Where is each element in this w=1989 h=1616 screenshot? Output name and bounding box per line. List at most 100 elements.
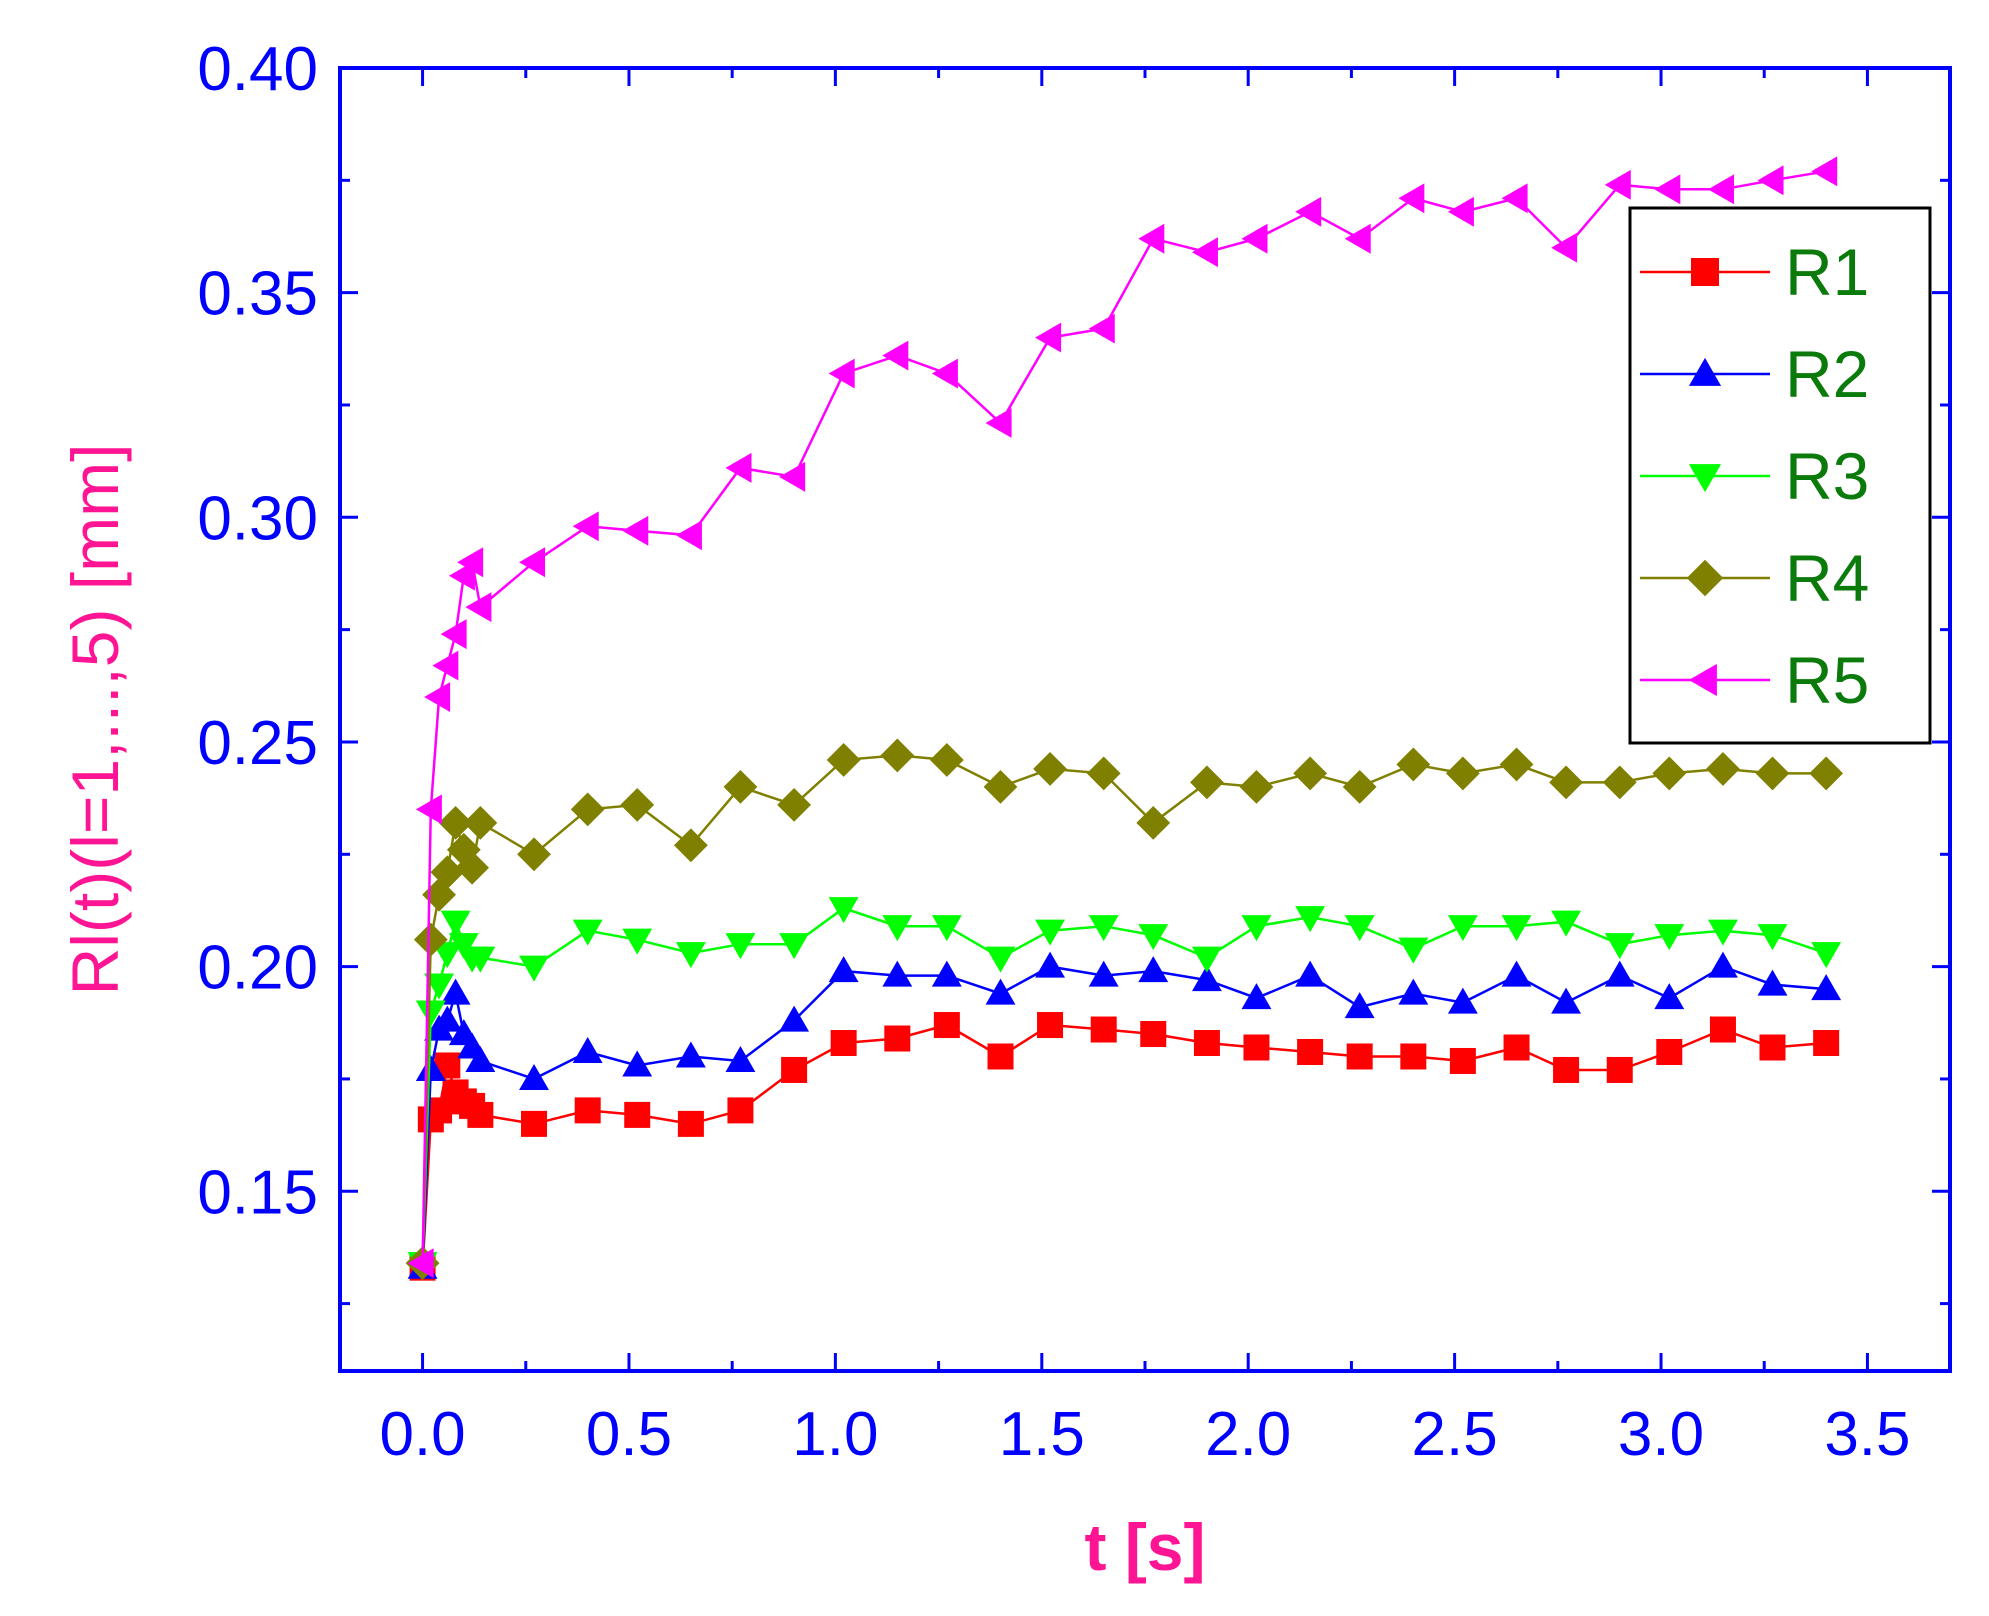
data-point-marker [1604,169,1631,200]
data-point-marker [517,837,551,872]
data-point-marker [985,978,1016,1005]
data-point-marker [1295,960,1326,987]
data-point-marker [1686,559,1724,597]
data-point-marker [1551,232,1578,263]
data-point-marker [1691,258,1719,286]
data-point-marker [413,922,448,957]
data-point-marker [1709,1016,1736,1043]
x-axis-title: t [s] [1085,1510,1206,1584]
data-point-marker [1654,174,1681,205]
data-point-marker [1553,1056,1580,1083]
data-point-marker [1447,196,1474,227]
data-point-marker [448,933,479,960]
data-point-marker [1396,747,1431,782]
data-point-marker [1191,237,1218,268]
data-point-marker [465,592,492,623]
data-point-marker [572,511,599,542]
data-point-marker [432,942,463,969]
data-point-marker [779,461,806,492]
data-point-marker [677,1110,704,1137]
data-point-marker [884,1025,911,1052]
data-point-marker [1707,951,1738,978]
data-point-marker [675,942,706,969]
data-point-marker [1809,756,1844,791]
data-point-marker [931,358,958,389]
data-point-marker [1449,1047,1476,1074]
data-point-marker [1811,942,1842,969]
data-point-marker [1346,1043,1373,1070]
axis-ticks [340,66,1950,1371]
data-point-marker [1344,223,1371,254]
data-point-marker [1755,756,1790,791]
series-r4 [405,738,1844,1281]
data-point-marker [1088,313,1115,344]
data-point-marker [1398,937,1429,964]
data-point-marker [781,1056,808,1083]
legend-label: R2 [1785,337,1869,411]
data-point-marker [985,408,1012,438]
data-point-marker [1499,747,1534,782]
data-point-marker [1602,765,1637,800]
data-point-marker [826,743,861,777]
data-point-marker [1707,174,1734,205]
data-point-marker [1447,915,1478,942]
data-point-marker [430,855,465,890]
data-point-marker [1243,1034,1270,1061]
data-point-marker [1138,956,1169,983]
data-point-marker [882,915,913,942]
x-tick-label: 2.0 [1205,1400,1291,1469]
data-point-marker [1295,196,1322,227]
data-point-marker [777,787,812,822]
data-point-marker [415,794,442,825]
data-point-marker [1501,960,1532,987]
data-point-marker [828,897,859,924]
data-point-marker [779,1005,810,1032]
data-point-marker [1400,1043,1427,1070]
data-point-marker [673,828,708,863]
data-point-marker [1551,987,1582,1014]
data-point-marker [1654,983,1685,1010]
data-point-marker [457,547,484,578]
data-point-marker [521,1110,548,1137]
legend-label: R4 [1785,541,1869,615]
data-point-marker [929,743,964,777]
data-point-marker [1656,1038,1683,1065]
data-point-marker [1757,924,1788,951]
data-point-marker [933,1012,960,1039]
data-point-marker [880,738,915,773]
data-point-marker [1138,924,1169,951]
y-tick-label: 0.40 [197,35,318,104]
data-point-marker [1501,183,1528,214]
data-point-marker [465,1046,496,1073]
data-point-marker [882,340,909,371]
data-point-marker [438,805,473,840]
data-point-marker [1503,1034,1530,1061]
data-point-marker [1191,946,1222,973]
data-point-marker [723,769,758,804]
x-tick-label: 0.0 [379,1400,465,1469]
data-point-marker [725,452,752,483]
data-point-marker [570,792,605,827]
data-point-marker [519,1063,549,1090]
data-point-marker [574,1097,601,1124]
data-point-marker [779,933,810,960]
data-point-marker [1140,1021,1167,1048]
data-point-marker [1757,165,1784,196]
data-point-marker [467,1101,494,1128]
tick-labels: 0.0 0.5 1.0 1.5 2.0 2.5 3.0 3.5 0.15 0.20 0.25 0.30… [197,35,1910,1469]
data-point-marker [1033,752,1067,786]
data-point-marker [1191,965,1222,992]
data-point-marker [622,515,649,546]
data-point-marker [1035,322,1062,353]
data-point-marker [1551,910,1582,937]
data-point-marker [1813,1030,1840,1057]
data-point-marker [882,960,913,987]
data-point-marker [463,805,498,840]
data-point-marker [1136,805,1171,840]
legend: R1 R2 R3 R4 R5 [1628,206,1932,745]
data-point-marker [1035,951,1066,978]
data-point-marker [1652,756,1687,791]
data-point-marker [1606,1056,1633,1083]
data-point-marker [931,960,962,987]
